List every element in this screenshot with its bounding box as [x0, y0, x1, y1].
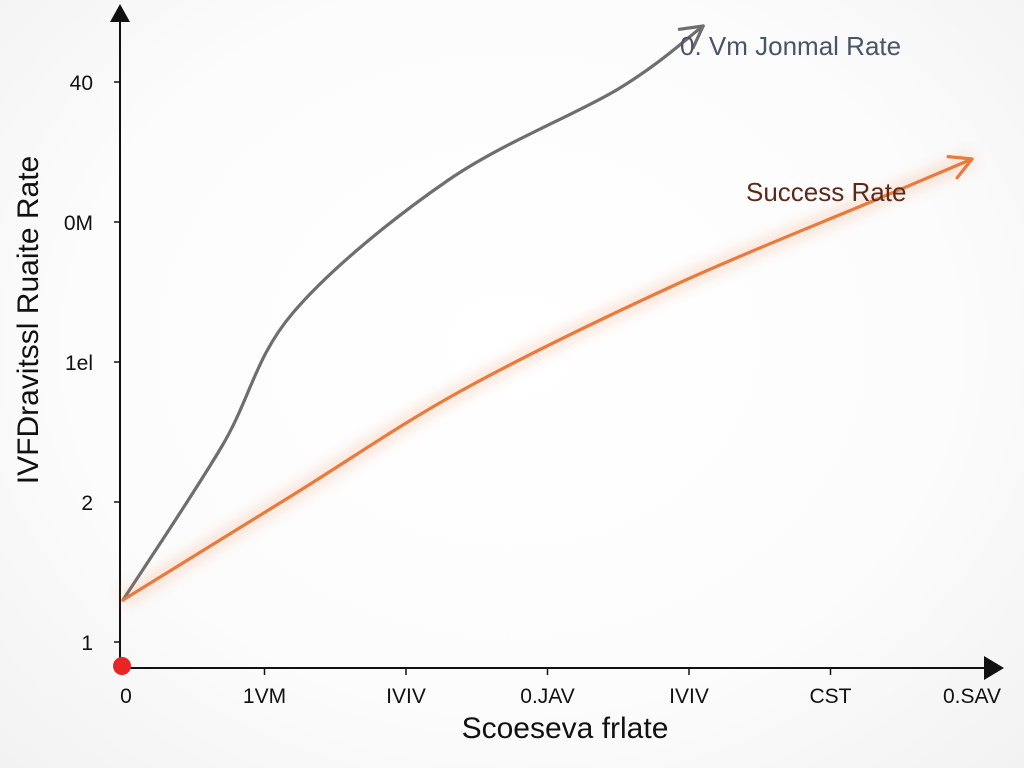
y-ticks: 1 2 1el 0M 40: [64, 72, 120, 655]
series-2-line: [121, 157, 974, 602]
series-1-line: [121, 24, 705, 602]
x-tick-label: 1VM: [243, 685, 286, 708]
series-1-arrowhead: [677, 24, 705, 50]
y-tick-label: 40: [70, 72, 93, 95]
x-axis-arrowhead: [984, 656, 1004, 680]
x-tick-label: IVIV: [386, 685, 426, 708]
x-ticks: 0 1VM IVIV 0.JAV IVIV CST 0.SAV: [120, 668, 1001, 708]
x-tick-label: IVIV: [669, 685, 709, 708]
x-axis-title: Scoeseva frlate: [462, 712, 669, 745]
x-tick-label: 0: [120, 685, 132, 708]
series-2-arrowhead: [946, 155, 974, 180]
y-tick-label: 1el: [65, 352, 93, 375]
x-tick-label: 0.JAV: [520, 685, 574, 708]
series-layer: [119, 24, 975, 606]
y-axis-arrowhead: [110, 4, 130, 22]
legend-label-series-2: Success Rate: [746, 177, 906, 207]
origin-point: [113, 657, 131, 675]
y-tick-label: 2: [81, 492, 93, 515]
x-tick-label: CST: [810, 685, 852, 708]
series-2-glow: [119, 152, 975, 606]
y-tick-label: 1: [81, 632, 93, 655]
y-tick-label: 0M: [64, 212, 93, 235]
legend-label-series-1: 0. Vm Jonmal Rate: [680, 31, 901, 61]
y-axis-title: IVFDravitssl Ruaite Rate: [12, 156, 45, 484]
x-tick-label: 0.SAV: [943, 685, 1001, 708]
